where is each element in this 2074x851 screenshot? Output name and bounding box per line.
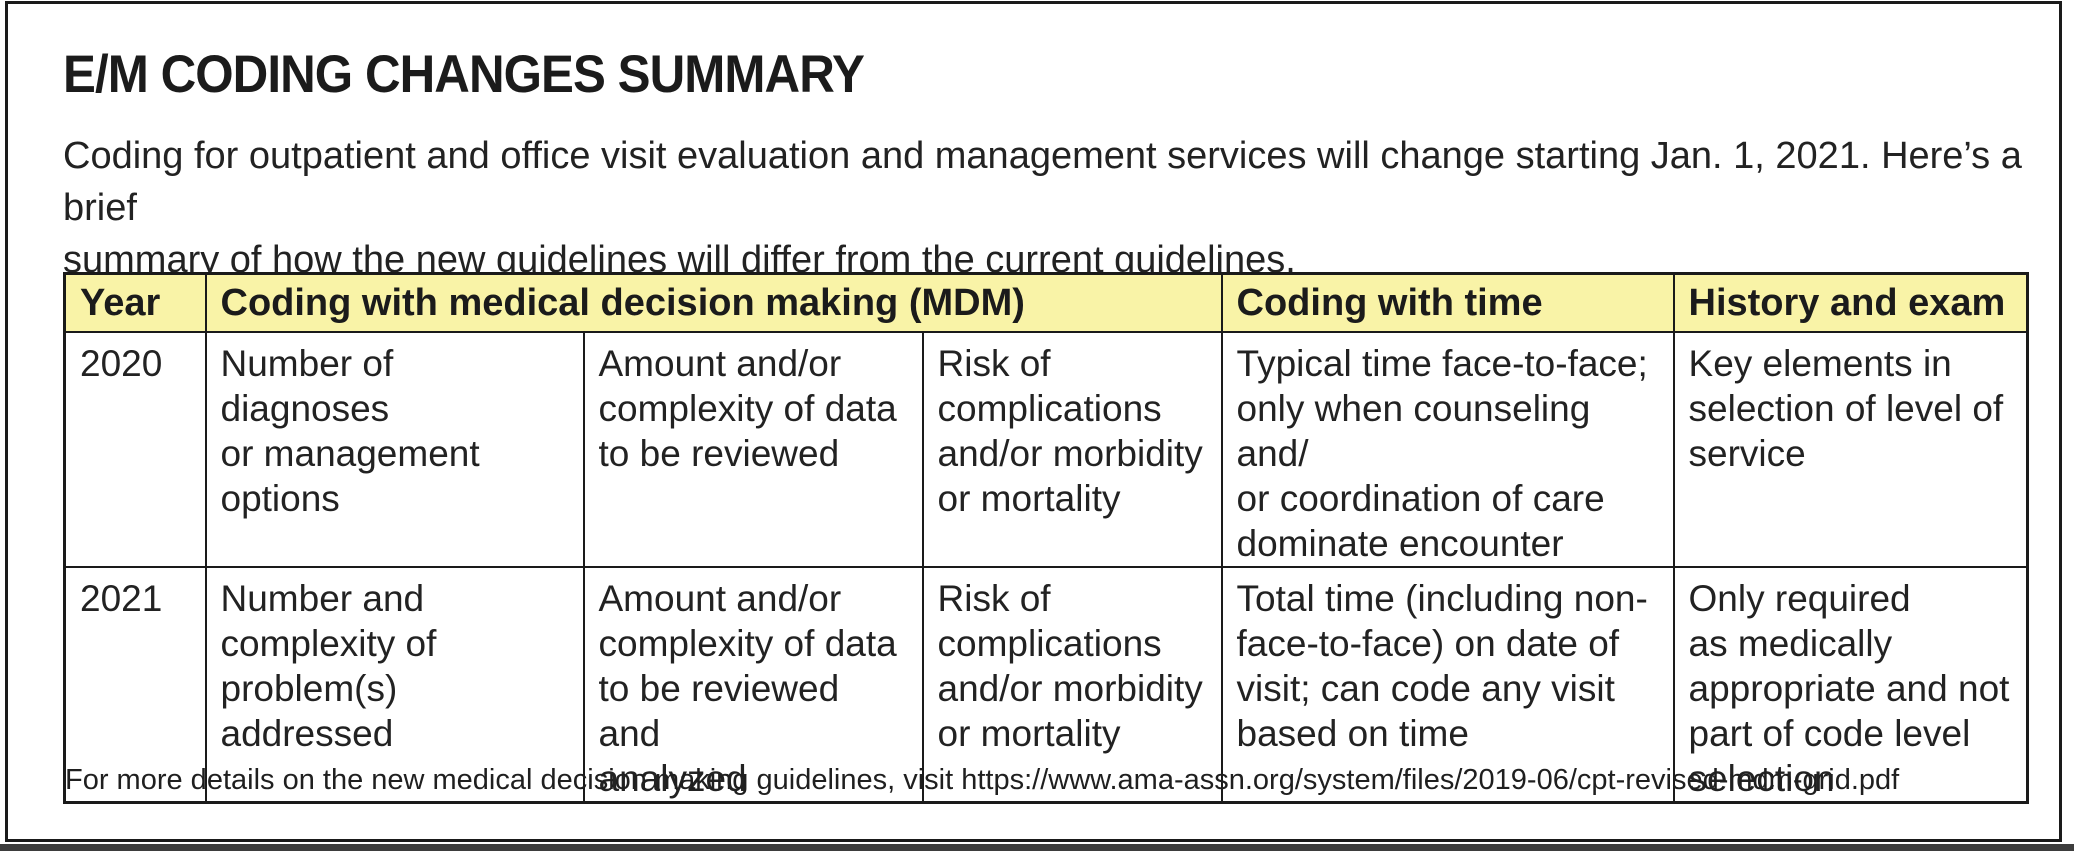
cell-2020-mdm-risk: Risk of complications and/or morbidity o…: [921, 331, 1223, 568]
cell-2020-history: Key elements in selection of level of se…: [1672, 331, 2029, 568]
table-header-row: Year Coding with medical decision making…: [63, 272, 2029, 333]
cell-2021-history: Only required as medically appropriate a…: [1672, 566, 2029, 804]
header-coding-with-time: Coding with time: [1220, 272, 1675, 333]
header-history-and-exam: History and exam: [1672, 272, 2029, 333]
cell-2021-mdm-risk: Risk of complications and/or morbidity o…: [921, 566, 1223, 804]
cell-2020-time: Typical time face-to-face; only when cou…: [1220, 331, 1675, 568]
bottom-edge-bar: [0, 844, 2074, 851]
cell-2020-mdm-diagnoses: Number of diagnoses or management option…: [204, 331, 585, 568]
header-year: Year: [63, 272, 207, 333]
cell-2020-mdm-data: Amount and/or complexity of data to be r…: [582, 331, 924, 568]
cell-2021-mdm-problems: Number and complexity of problem(s) addr…: [204, 566, 585, 804]
intro-paragraph: Coding for outpatient and office visit e…: [63, 135, 2022, 281]
page-title: E/M CODING CHANGES SUMMARY: [63, 45, 865, 104]
cell-2021-time: Total time (including non- face-to-face)…: [1220, 566, 1675, 804]
cell-2021-mdm-data: Amount and/or complexity of data to be r…: [582, 566, 924, 804]
cell-2020-year: 2020: [63, 331, 207, 568]
table-row-2021: 2021 Number and complexity of problem(s)…: [63, 566, 2029, 804]
em-coding-table: Year Coding with medical decision making…: [63, 272, 2030, 804]
header-mdm: Coding with medical decision making (MDM…: [204, 272, 1223, 333]
table-row-2020: 2020 Number of diagnoses or management o…: [63, 331, 2029, 568]
cell-2021-year: 2021: [63, 566, 207, 804]
page-frame: E/M CODING CHANGES SUMMARY Coding for ou…: [5, 1, 2062, 842]
footnote-url-text: For more details on the new medical deci…: [65, 764, 1900, 796]
